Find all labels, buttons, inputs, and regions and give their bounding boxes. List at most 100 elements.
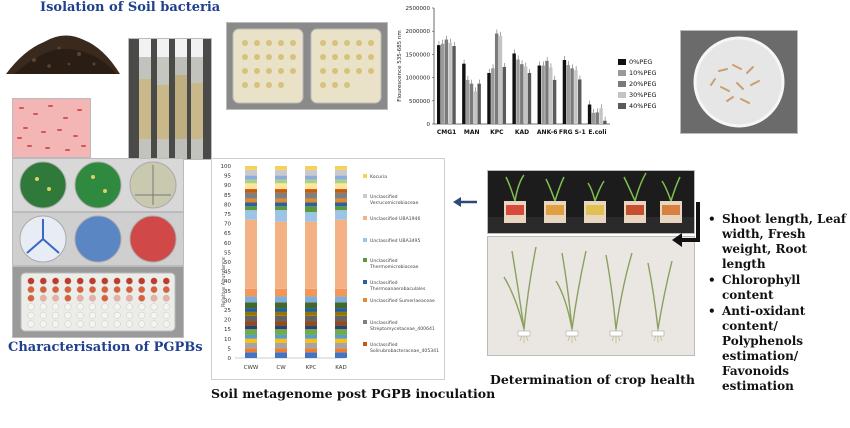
fluorescence-bar	[574, 70, 578, 124]
metagenome-segment	[335, 315, 347, 322]
legend-swatch	[363, 320, 367, 324]
microplate-well	[88, 311, 96, 319]
fluorescence-bar	[527, 72, 532, 124]
metagenome-segment	[275, 221, 287, 289]
metagenome-segment	[245, 169, 257, 176]
metagenome-segment	[245, 288, 257, 297]
metagenome-segment	[275, 352, 287, 358]
metagenome-segment	[275, 288, 287, 297]
metagenome-segment	[245, 329, 257, 335]
category-label: ANK-6	[537, 129, 557, 136]
microplate-well	[76, 303, 84, 311]
legend-label: 10%PEG	[629, 69, 657, 77]
y-tick-label: 500000	[409, 99, 430, 105]
microplate-well	[52, 286, 60, 294]
microplate-well	[76, 311, 84, 319]
legend-swatch	[618, 81, 626, 87]
metagenome-segment	[275, 189, 287, 193]
legend-label: Unclassified Sumerlaeaceae	[370, 298, 435, 304]
metagenome-segment	[275, 321, 287, 326]
legend-swatch	[363, 342, 367, 346]
microplate-well	[113, 303, 121, 311]
fluorescence-bar	[599, 108, 603, 124]
microplate-well	[125, 311, 133, 319]
y-tick-label: 0	[427, 122, 431, 128]
microplate-well	[101, 286, 109, 294]
microplate-well	[64, 303, 72, 311]
fluorescence-bar	[465, 79, 470, 124]
microplate-well	[39, 294, 47, 302]
legend-swatch	[618, 103, 626, 109]
metagenome-segment	[245, 166, 257, 170]
metagenome-segment	[305, 202, 317, 207]
microplate-well	[27, 286, 35, 294]
microplate-well	[113, 286, 121, 294]
microplate-well	[76, 277, 84, 285]
metagenome-segment	[275, 169, 287, 176]
metagenome-segment	[335, 169, 347, 176]
legend-label: Thermoanaerobaculales	[369, 286, 426, 292]
microplate-well	[101, 311, 109, 319]
legend-swatch	[363, 216, 367, 220]
fluorescence-bar	[448, 42, 452, 124]
metagenome-segment	[245, 334, 257, 339]
y-tick-label: 55	[224, 250, 231, 256]
fluorescence-bar	[541, 65, 545, 124]
microplate-well	[52, 320, 60, 328]
microplate-well	[39, 277, 47, 285]
y-tick-label: 1500000	[406, 52, 431, 58]
metagenome-segment	[245, 192, 257, 199]
metagenome-segment	[305, 169, 317, 176]
microplate-well	[138, 286, 146, 294]
microplate-well	[138, 303, 146, 311]
crop-parameters-list: Shoot length, Leaf width, Fresh weight, …	[708, 212, 850, 395]
microplate-well	[138, 277, 146, 285]
microplate-well	[64, 286, 72, 294]
metagenome-segment	[275, 348, 287, 353]
metagenome-segment	[245, 219, 257, 289]
metagenome-segment	[335, 206, 347, 211]
microplate-well	[27, 294, 35, 302]
green-plates-photo	[12, 158, 184, 212]
legend-label: Unclassified	[370, 258, 398, 264]
microplate-well	[64, 294, 72, 302]
microplate-well	[138, 320, 146, 328]
metagenome-segment	[305, 342, 317, 349]
microplate-well	[39, 286, 47, 294]
crop-parameter-item: Shoot length, Leaf width, Fresh weight, …	[708, 212, 850, 272]
y-tick-label: 2500000	[406, 6, 431, 12]
plant-pots-photo	[487, 170, 695, 234]
legend-label: Unclassified	[370, 320, 398, 326]
microplate-well	[52, 311, 60, 319]
microplate-well	[64, 320, 72, 328]
metagenome-segment	[245, 206, 257, 211]
y-tick-label: 60	[224, 241, 231, 247]
fluorescence-bar	[587, 104, 592, 124]
metagenome-segment	[245, 311, 257, 316]
microplate-well	[125, 294, 133, 302]
fluorescence-bar	[595, 112, 599, 124]
microplate-well	[113, 277, 121, 285]
microplate-well	[27, 277, 35, 285]
microplate-well	[88, 294, 96, 302]
metagenome-segment	[305, 179, 317, 184]
metagenome-segment	[335, 189, 347, 193]
microplate-well	[52, 303, 60, 311]
metagenome-segment	[305, 198, 317, 203]
metagenome-segment	[335, 311, 347, 316]
metagenome-segment	[305, 296, 317, 303]
metagenome-segment	[335, 342, 347, 349]
metagenome-segment	[245, 302, 257, 309]
category-label: CMG1	[437, 129, 456, 136]
y-axis-label: Flourescence 535-685 nm	[397, 30, 403, 102]
metagenome-segment	[335, 334, 347, 339]
microplate-well	[125, 320, 133, 328]
legend-label: Unclassified UBA1946	[370, 216, 420, 222]
metagenome-segment	[245, 179, 257, 184]
legend-label: Kocuria	[370, 174, 387, 180]
microplate-well	[101, 320, 109, 328]
microplate-well	[150, 311, 158, 319]
crop-parameter-item: Chlorophyll content	[708, 273, 850, 303]
fluorescence-bar	[520, 64, 524, 124]
legend-swatch	[618, 70, 626, 76]
